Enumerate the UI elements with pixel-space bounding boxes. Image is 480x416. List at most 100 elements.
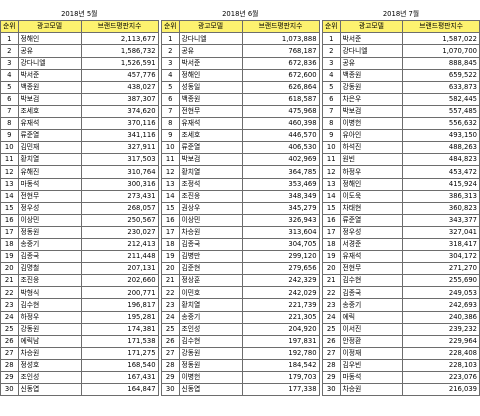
score-cell: 415,924	[402, 177, 480, 191]
score-cell: 460,398	[241, 117, 320, 131]
score-cell: 313,604	[241, 225, 320, 239]
table-row: 7 조세호 374,620	[0, 104, 159, 119]
header-model: 광고모델	[178, 20, 243, 34]
rank-cell: 14	[161, 189, 180, 203]
model-name-cell: 강동원	[178, 346, 243, 360]
model-name-cell: 백종원	[178, 92, 243, 106]
model-name-cell: 김수현	[17, 298, 82, 312]
score-cell: 672,836	[241, 56, 320, 70]
model-name-cell: 강다니엘	[339, 44, 404, 58]
model-name-cell: 박서준	[178, 56, 243, 70]
model-name-cell: 정해인	[178, 68, 243, 82]
table-row: 10 김민재 327,911	[0, 141, 159, 155]
score-cell: 768,187	[241, 44, 320, 58]
score-cell: 239,232	[402, 322, 480, 336]
rank-cell: 9	[322, 129, 341, 143]
model-name-cell: 공유	[178, 44, 243, 58]
model-name-cell: 전현무	[339, 262, 404, 276]
score-cell: 228,103	[402, 358, 480, 373]
table-row: 30 신동엽 177,338	[161, 383, 320, 397]
table-row: 15 권상우 345,279	[161, 201, 320, 215]
rank-cell: 18	[161, 237, 180, 252]
model-name-cell: 황치열	[178, 298, 243, 312]
rank-cell: 9	[161, 129, 180, 143]
header-row: 순위 광고모델 브랜드평판지수	[0, 20, 159, 34]
table-row: 12 유해진 310,764	[0, 165, 159, 179]
table-row: 16 류준열 343,377	[322, 213, 480, 227]
rank-cell: 2	[0, 44, 19, 58]
rank-cell: 24	[0, 310, 19, 324]
model-name-cell: 권상우	[178, 201, 243, 215]
model-name-cell: 김수현	[339, 274, 404, 288]
model-name-cell: 박보검	[339, 104, 404, 119]
rank-cell: 20	[0, 262, 19, 276]
model-name-cell: 조인성	[178, 322, 243, 336]
model-name-cell: 조세호	[178, 129, 243, 143]
table-row: 25 조인성 204,920	[161, 322, 320, 336]
score-cell: 633,873	[402, 80, 480, 94]
table-row: 15 차태현 360,823	[322, 201, 480, 215]
model-name-cell: 이도욱	[339, 189, 404, 203]
table-row: 28 김우빈 228,103	[322, 358, 480, 373]
table-row: 20 김명철 207,131	[0, 262, 159, 276]
table-row: 28 정성호 168,540	[0, 358, 159, 373]
table-row: 27 차승원 171,275	[0, 346, 159, 360]
rank-cell: 7	[322, 104, 341, 119]
score-cell: 268,057	[80, 201, 159, 215]
table-row: 15 정우성 268,057	[0, 201, 159, 215]
table-title-row: 2018년 6월	[162, 8, 320, 21]
score-cell: 221,739	[241, 298, 320, 312]
table-row: 24 송중기 221,305	[161, 310, 320, 324]
rank-cell: 2	[161, 44, 180, 58]
score-cell: 202,660	[80, 274, 159, 288]
rank-cell: 2	[322, 44, 341, 58]
table-row: 8 이병헌 556,632	[322, 117, 480, 131]
score-cell: 242,693	[402, 298, 480, 312]
score-cell: 446,570	[241, 129, 320, 143]
table-row: 21 조진웅 202,660	[0, 274, 159, 288]
score-cell: 242,029	[241, 286, 320, 300]
model-name-cell: 이상민	[17, 213, 82, 227]
model-name-cell: 김민재	[17, 141, 82, 155]
score-cell: 250,567	[80, 213, 159, 227]
model-name-cell: 정해인	[339, 177, 404, 191]
table-title: 2018년 6월	[222, 9, 259, 18]
table-row: 26 김수현 197,831	[161, 334, 320, 348]
score-cell: 196,817	[80, 298, 159, 312]
score-cell: 273,431	[80, 189, 159, 203]
score-cell: 197,831	[241, 334, 320, 348]
model-name-cell: 류준열	[17, 129, 82, 143]
score-cell: 240,386	[402, 310, 480, 324]
table-row: 11 황치열 317,503	[0, 153, 159, 167]
model-name-cell: 백종원	[17, 80, 82, 94]
rank-cell: 28	[0, 358, 19, 373]
model-name-cell: 황치열	[178, 165, 243, 179]
model-name-cell: 하정우	[339, 165, 404, 179]
table-row: 17 정우성 327,041	[322, 225, 480, 239]
score-cell: 317,503	[80, 153, 159, 167]
table-row: 17 정동원 230,027	[0, 225, 159, 239]
score-cell: 659,522	[402, 68, 480, 82]
model-name-cell: 백종원	[339, 68, 404, 82]
score-cell: 343,377	[402, 213, 480, 227]
score-cell: 177,338	[241, 383, 320, 397]
table-row: 16 이상민 250,567	[0, 213, 159, 227]
rank-cell: 25	[0, 322, 19, 336]
table-row: 27 강동원 192,780	[161, 346, 320, 360]
model-name-cell: 송중기	[17, 237, 82, 252]
model-name-cell: 강다니엘	[17, 56, 82, 70]
rank-cell: 11	[0, 153, 19, 167]
model-name-cell: 안정환	[339, 334, 404, 348]
rank-cell: 8	[161, 117, 180, 131]
table-row: 23 황치열 221,739	[161, 298, 320, 312]
model-name-cell: 유재석	[17, 117, 82, 131]
rank-cell: 27	[322, 346, 341, 360]
score-cell: 204,920	[241, 322, 320, 336]
rank-cell: 26	[161, 334, 180, 348]
score-cell: 406,530	[241, 141, 320, 155]
rank-cell: 30	[322, 383, 341, 397]
model-name-cell: 차태현	[339, 201, 404, 215]
table-row: 13 정해인 415,924	[322, 177, 480, 191]
model-name-cell: 신동엽	[17, 383, 82, 397]
score-cell: 453,472	[402, 165, 480, 179]
